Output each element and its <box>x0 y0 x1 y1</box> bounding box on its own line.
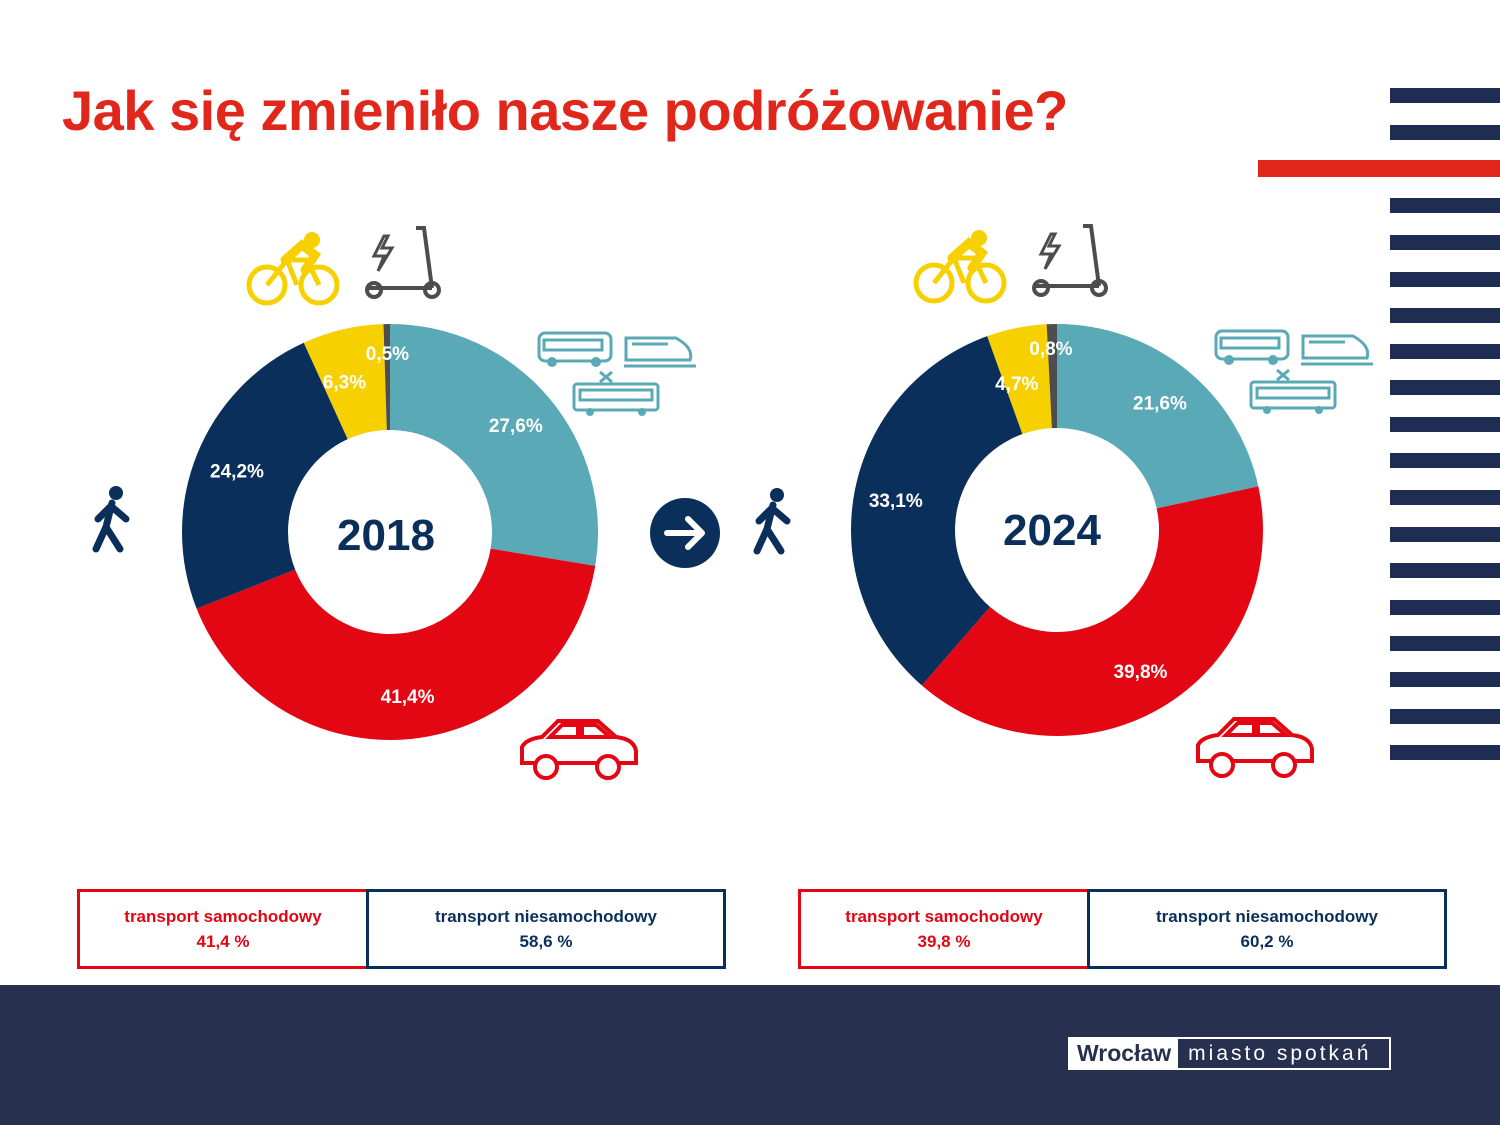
scooter-icon-2024 <box>1032 224 1108 297</box>
stripe <box>1390 563 1500 578</box>
bicycle-icon-2024 <box>913 230 1007 304</box>
walking-icon-2024 <box>753 488 791 555</box>
car-transport-label: transport samochodowy <box>124 907 322 926</box>
stripe <box>1390 272 1500 287</box>
year-label-2018: 2018 <box>337 511 435 560</box>
slice-car <box>196 548 596 740</box>
slice-walking <box>851 336 1023 686</box>
stripe <box>1390 88 1500 103</box>
logo-city: Wrocław <box>1070 1039 1179 1068</box>
stripe <box>1390 308 1500 323</box>
slice-scooter <box>1046 324 1057 429</box>
stripe <box>1390 745 1500 760</box>
car-transport-value: 39,8 % <box>917 932 971 951</box>
slice-public-transport <box>1057 324 1259 509</box>
donut-2024: 21,6% 39,8% 33,1% 4,7% 0,8% <box>851 324 1263 736</box>
stripe <box>1390 235 1500 250</box>
stripe <box>1390 344 1500 359</box>
slice-walking <box>182 342 348 609</box>
year-label-2024: 2024 <box>1003 506 1101 555</box>
non-car-transport-label: transport niesamochodowy <box>435 907 657 926</box>
data-label-bike: 6,3% <box>323 372 366 393</box>
tram-icon-2024 <box>1249 368 1337 414</box>
summary-2024: transport samochodowy 39,8 % transport n… <box>798 889 1447 969</box>
wroclaw-logo: Wrocław miasto spotkań <box>1068 1037 1392 1070</box>
decorative-red-stripe <box>1258 160 1500 177</box>
data-label-walking: 33,1% <box>869 491 923 512</box>
car-transport-label: transport samochodowy <box>845 907 1043 926</box>
train-icon-2018 <box>624 336 696 368</box>
stripe <box>1390 527 1500 542</box>
data-label-car: 39,8% <box>1114 662 1168 683</box>
tram-icon-2018 <box>572 370 660 416</box>
bus-icon-2018 <box>537 331 613 367</box>
non-car-transport-box: transport niesamochodowy 60,2 % <box>1087 889 1447 969</box>
bus-icon-2024 <box>1214 329 1290 365</box>
footer-band <box>0 985 1500 1125</box>
bicycle-icon-2018 <box>246 232 340 306</box>
donut-2018: 27,6% 41,4% 24,2% 6,3%0,5% <box>182 324 598 740</box>
stripe <box>1390 600 1500 615</box>
data-label-scooter: 0,5% <box>366 344 409 365</box>
data-label-public-transport: 21,6% <box>1133 393 1187 414</box>
donut-charts: 27,6% 41,4% 24,2% 6,3%0,5% 21,6% 39,8% 33,1% 4… <box>92 224 1373 780</box>
data-label-walking: 24,2% <box>210 461 264 482</box>
car-transport-box: transport samochodowy 39,8 % <box>798 889 1090 969</box>
slice-car <box>921 486 1263 736</box>
train-icon-2024 <box>1301 334 1373 366</box>
data-label-car: 41,4% <box>381 687 435 708</box>
arrow-right-icon <box>650 498 720 568</box>
stripe <box>1390 125 1500 140</box>
walking-icon-2018 <box>92 486 130 553</box>
slice-public-transport <box>390 324 598 566</box>
car-icon-2018 <box>520 719 638 780</box>
stripe <box>1390 380 1500 395</box>
non-car-transport-box: transport niesamochodowy 58,6 % <box>366 889 726 969</box>
stripe <box>1390 636 1500 651</box>
page-title: Jak się zmieniło nasze podróżowanie? <box>62 79 1068 142</box>
stripe <box>1390 198 1500 213</box>
stripe <box>1390 417 1500 432</box>
slice-bike <box>303 324 387 440</box>
stripe <box>1390 709 1500 724</box>
car-transport-value: 41,4 % <box>196 932 250 951</box>
non-car-transport-value: 60,2 % <box>1240 932 1294 951</box>
data-label-bike: 4,7% <box>995 374 1038 395</box>
scooter-icon-2018 <box>365 226 441 299</box>
non-car-transport-value: 58,6 % <box>519 932 573 951</box>
logo-slogan: miasto spotkań <box>1188 1042 1372 1065</box>
car-transport-box: transport samochodowy 41,4 % <box>77 889 369 969</box>
data-label-public-transport: 27,6% <box>489 416 543 437</box>
summary-2018: transport samochodowy 41,4 % transport n… <box>77 889 726 969</box>
car-icon-2024 <box>1196 717 1314 778</box>
non-car-transport-label: transport niesamochodowy <box>1156 907 1378 926</box>
slice-scooter <box>383 324 390 431</box>
stripe <box>1390 490 1500 505</box>
stripe <box>1390 453 1500 468</box>
data-label-scooter: 0,8% <box>1029 339 1072 360</box>
stripe <box>1390 672 1500 687</box>
slice-bike <box>987 324 1052 435</box>
